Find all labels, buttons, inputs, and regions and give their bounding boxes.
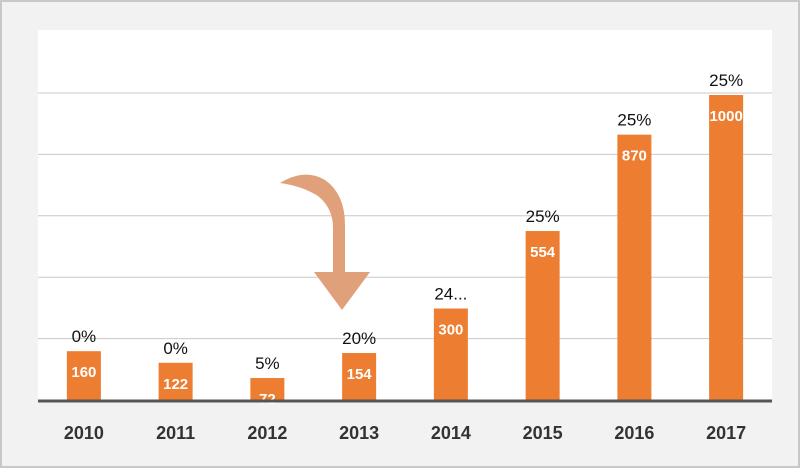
x-tick-label: 2012 [247, 423, 287, 443]
arrow-layer [280, 174, 370, 310]
bar-value-label: 300 [438, 322, 463, 339]
x-tick-label: 2010 [64, 423, 104, 443]
bar-2012 [250, 378, 285, 400]
bar-2016 [617, 134, 652, 400]
bar-annotation-label: 5% [255, 354, 280, 373]
x-axis-tick-labels: 2010 2011 2012 2013 2014 2015 2016 2017 [64, 423, 746, 443]
bar-value-label: 154 [347, 366, 373, 383]
bar-value-label: 870 [622, 148, 647, 165]
x-tick-label: 2015 [523, 423, 563, 443]
bar-annotation-label: 20% [342, 329, 376, 348]
bar-2013 [342, 353, 377, 400]
bar-2011 [158, 362, 193, 400]
bar-annotation-label: 25% [526, 207, 560, 226]
bar-annotation-label: 0% [72, 327, 97, 346]
bar-value-label: 554 [530, 244, 556, 261]
bar-2017 [709, 95, 744, 400]
bar-annotation-label: 24... [434, 285, 467, 304]
bar-value-label: 1000 [709, 108, 742, 125]
x-tick-label: 2017 [706, 423, 746, 443]
bar-2014 [433, 308, 468, 400]
x-tick-label: 2013 [339, 423, 379, 443]
bar-annotation-label: 25% [617, 111, 651, 130]
bar-annotation-label: 0% [163, 339, 188, 358]
bar-value-label: 160 [71, 364, 96, 381]
x-tick-label: 2016 [614, 423, 654, 443]
bar-annotation-label: 25% [709, 71, 743, 90]
bar-value-label: 122 [163, 376, 188, 393]
x-tick-label: 2011 [156, 423, 195, 443]
bar-2015 [525, 231, 560, 400]
x-tick-label: 2014 [431, 423, 471, 443]
curved-down-arrow-icon [280, 174, 370, 310]
bar-2010 [66, 351, 101, 400]
plot-area [38, 30, 772, 400]
bars: 1600%1220%725%15420%30024...55425%87025%… [66, 71, 744, 408]
